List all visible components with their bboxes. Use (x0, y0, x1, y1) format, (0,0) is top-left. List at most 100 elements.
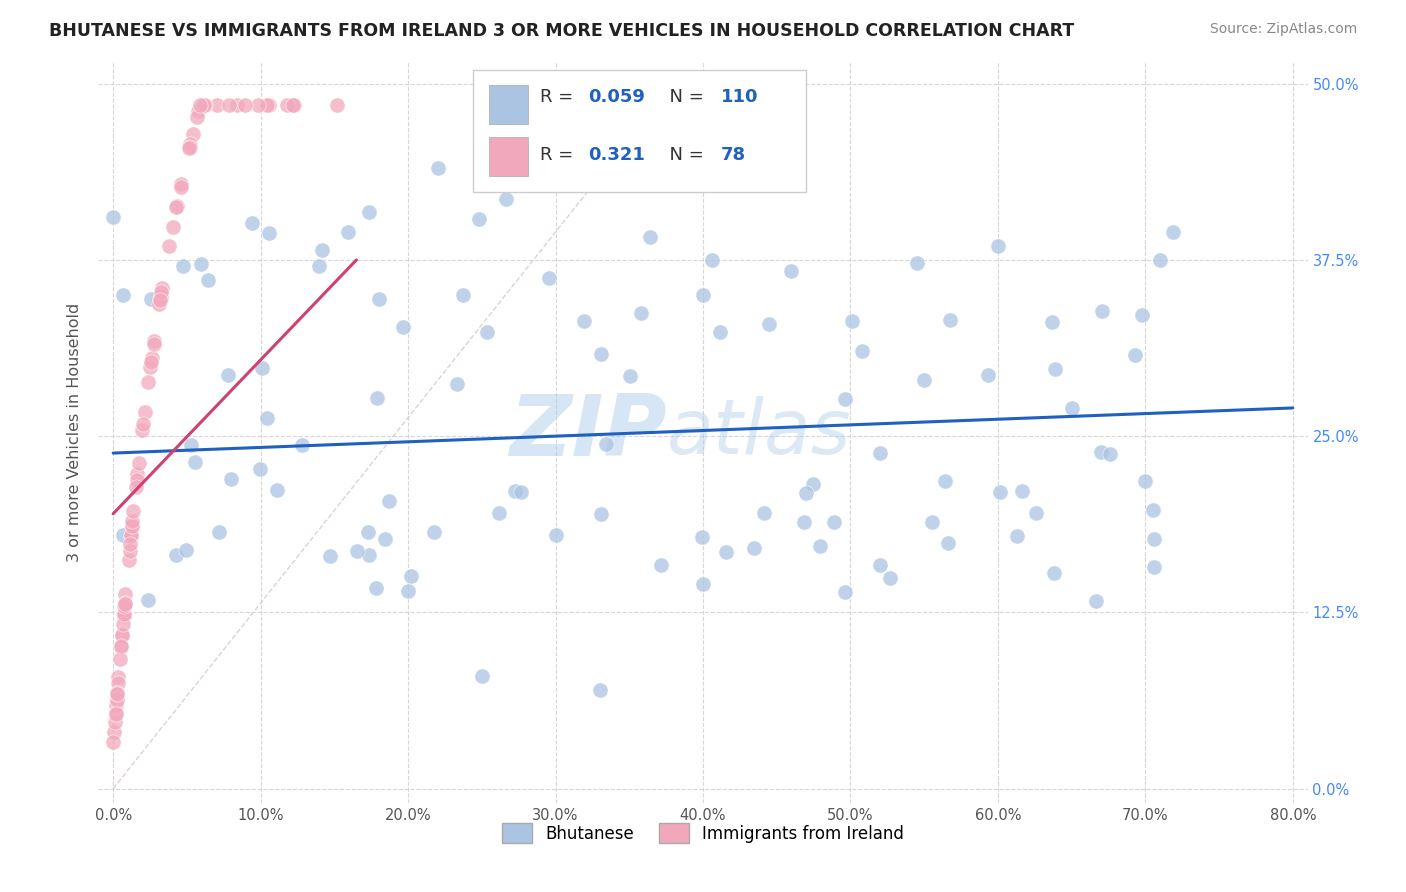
Point (114, 596, 136, 610)
FancyBboxPatch shape (474, 70, 806, 192)
Point (1130, 308, 1153, 322)
Point (276, 97, 298, 112)
Point (217, 368, 239, 382)
Point (378, 494, 401, 508)
Point (138, 375, 160, 389)
Point (823, 515, 845, 529)
Point (110, 639, 132, 653)
Point (503, 484, 526, 499)
Point (311, 243, 333, 257)
Point (987, 239, 1010, 253)
Text: N =: N = (658, 146, 710, 164)
Point (183, 455, 205, 469)
Point (205, 97, 228, 112)
Point (1143, 532, 1166, 546)
Point (1123, 348, 1146, 362)
Point (121, 519, 143, 533)
Point (1091, 303, 1114, 318)
Point (136, 593, 159, 607)
Point (122, 504, 145, 518)
Text: N =: N = (658, 88, 710, 106)
Point (132, 417, 155, 431)
Point (834, 392, 856, 406)
FancyBboxPatch shape (489, 137, 527, 176)
Point (495, 192, 517, 206)
Point (157, 238, 180, 252)
Y-axis label: 3 or more Vehicles in Household: 3 or more Vehicles in Household (67, 303, 83, 562)
Point (841, 314, 863, 328)
Point (283, 97, 305, 112)
Point (742, 541, 765, 555)
Point (488, 506, 510, 520)
Point (451, 288, 474, 302)
Point (1042, 566, 1064, 580)
Point (921, 516, 943, 530)
Point (172, 259, 194, 273)
Point (589, 347, 612, 361)
Point (218, 97, 240, 112)
Point (939, 313, 962, 327)
Text: 78: 78 (721, 146, 747, 164)
Point (114, 597, 136, 611)
Point (149, 293, 172, 307)
Point (257, 226, 280, 240)
Point (396, 584, 419, 599)
Point (257, 97, 280, 112)
Point (291, 438, 314, 452)
Point (752, 506, 775, 520)
Point (166, 200, 188, 214)
Point (794, 485, 817, 500)
Point (869, 446, 891, 460)
Point (702, 253, 724, 268)
Point (121, 519, 143, 533)
Point (112, 607, 135, 621)
Point (346, 544, 368, 558)
Point (808, 539, 831, 553)
Point (111, 617, 134, 632)
Point (780, 264, 803, 278)
Point (366, 391, 388, 405)
Point (105, 698, 128, 712)
Point (174, 542, 197, 557)
Point (471, 669, 494, 683)
Point (357, 204, 380, 219)
Point (194, 97, 217, 112)
Point (105, 686, 128, 700)
Text: Source: ZipAtlas.com: Source: ZipAtlas.com (1209, 22, 1357, 37)
Point (179, 136, 201, 151)
Point (869, 558, 891, 572)
Point (246, 97, 269, 112)
Point (219, 472, 242, 486)
Point (336, 225, 359, 239)
Point (630, 306, 652, 320)
Point (128, 456, 150, 470)
Point (905, 255, 928, 269)
Point (105, 693, 128, 707)
Point (249, 461, 271, 475)
Point (793, 515, 815, 529)
Point (134, 405, 156, 419)
Point (139, 359, 162, 374)
Point (468, 211, 491, 226)
Point (1043, 362, 1066, 376)
Point (127, 467, 149, 481)
Text: R =: R = (540, 88, 579, 106)
Point (690, 531, 713, 545)
Text: atlas: atlas (666, 396, 851, 469)
Text: R =: R = (540, 146, 585, 164)
Point (714, 545, 737, 559)
Point (150, 285, 173, 299)
Point (572, 314, 595, 328)
Point (107, 676, 129, 690)
Point (139, 355, 162, 369)
Text: BHUTANESE VS IMMIGRANTS FROM IRELAND 3 OR MORE VEHICLES IN HOUSEHOLD CORRELATION: BHUTANESE VS IMMIGRANTS FROM IRELAND 3 O… (49, 22, 1074, 40)
Text: 0.059: 0.059 (588, 88, 645, 106)
Point (125, 480, 148, 494)
Point (595, 436, 617, 450)
Point (118, 543, 141, 558)
Point (139, 292, 162, 306)
Point (1060, 401, 1083, 415)
Point (104, 707, 127, 722)
Point (226, 97, 249, 112)
Point (190, 97, 212, 112)
